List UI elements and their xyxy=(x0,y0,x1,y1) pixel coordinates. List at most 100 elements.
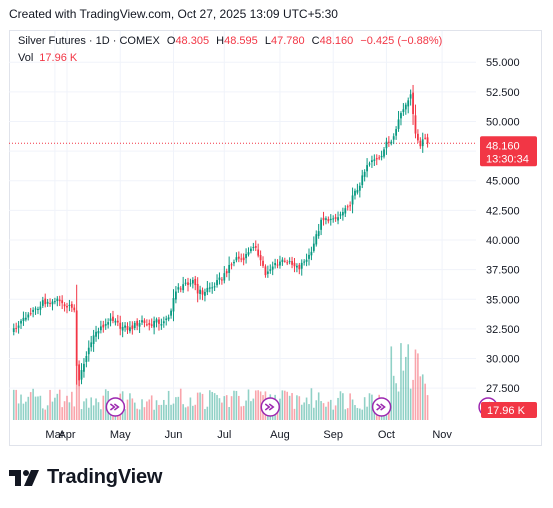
y-tick-label: 40.000 xyxy=(486,235,520,247)
candle-body xyxy=(83,363,85,372)
volume-bar xyxy=(281,390,284,420)
candle-body xyxy=(20,320,22,324)
volume-bar xyxy=(63,401,66,420)
candle-body xyxy=(39,306,42,310)
grid-lines xyxy=(9,31,476,420)
y-tick-label: 45.000 xyxy=(486,176,520,188)
candle-body xyxy=(371,160,373,163)
candle-body xyxy=(145,324,148,326)
candle-body xyxy=(80,370,83,380)
candle-body xyxy=(150,324,153,326)
candle-body xyxy=(189,283,192,285)
candle-body xyxy=(257,249,260,256)
candle-body xyxy=(395,129,398,136)
candle-body xyxy=(308,254,310,259)
volume-bar xyxy=(235,390,238,420)
candle-body xyxy=(99,326,102,331)
x-tick-label: Mar xyxy=(45,429,64,441)
volume-bar xyxy=(298,396,301,420)
candle-body xyxy=(177,287,180,290)
volume-bar xyxy=(129,393,131,420)
volume-bar xyxy=(417,353,419,420)
volume-bar xyxy=(163,399,165,420)
y-tick-label: 55.000 xyxy=(486,57,520,69)
candle-body xyxy=(228,264,231,273)
chart-legend: Silver Futures · 1D · COMEX O48.305 H48.… xyxy=(18,35,442,47)
volume-bar xyxy=(361,409,364,420)
candle-body xyxy=(303,261,306,263)
candle-body xyxy=(250,248,252,252)
candle-body xyxy=(15,327,18,329)
candle-body xyxy=(293,262,296,267)
volume-bar xyxy=(242,405,245,420)
candle-body xyxy=(412,92,414,115)
volume-bar xyxy=(95,398,97,420)
candle-body xyxy=(351,195,354,205)
candle-body xyxy=(225,271,228,274)
volume-bar xyxy=(104,389,107,420)
volume-bar xyxy=(286,391,289,420)
volume-bar xyxy=(66,395,68,420)
candle-body xyxy=(419,140,422,147)
candle-body xyxy=(153,320,156,328)
candle-body xyxy=(404,104,407,110)
candle-body xyxy=(44,298,47,305)
high-label: H xyxy=(216,35,225,47)
candle-body xyxy=(373,159,376,161)
dividend-event-icon[interactable] xyxy=(105,397,126,417)
candle-body xyxy=(208,287,211,289)
volume-bar xyxy=(87,407,90,420)
volume-bar xyxy=(136,408,138,420)
candle-body xyxy=(112,316,114,321)
volume-bar xyxy=(58,389,61,420)
y-tick-label: 27.500 xyxy=(486,383,520,395)
volume-bar xyxy=(346,408,349,420)
y-tick-label: 35.000 xyxy=(486,294,520,306)
volume-bar xyxy=(400,343,402,420)
x-tick-label: Jun xyxy=(165,429,183,441)
last-price-badge xyxy=(480,136,537,167)
volume-bar xyxy=(354,405,356,420)
volume-bar xyxy=(208,390,211,420)
volume-bars xyxy=(12,343,429,420)
candle-body xyxy=(129,327,131,332)
open-value: 48.305 xyxy=(175,35,210,47)
volume-bar xyxy=(73,406,76,420)
candle-body xyxy=(385,141,388,149)
candle-body xyxy=(54,301,56,303)
volume-bar xyxy=(46,405,49,420)
volume-bar xyxy=(196,392,199,420)
volume-bar xyxy=(22,403,25,420)
volume-bar xyxy=(395,383,397,420)
candle-body xyxy=(366,165,368,172)
volume-bar xyxy=(254,390,257,420)
dividend-event-icon[interactable] xyxy=(371,397,392,417)
candle-body xyxy=(237,256,240,259)
volume-bar xyxy=(402,370,405,420)
volume-bar xyxy=(204,409,206,420)
volume-bar xyxy=(257,390,259,420)
candle-body xyxy=(329,218,332,221)
candle-body xyxy=(160,324,163,326)
candle-body xyxy=(32,309,35,312)
candle-body xyxy=(34,308,37,310)
volume-label: Vol xyxy=(18,52,34,64)
volume-legend: Vol 17.96 K xyxy=(18,52,77,64)
candle-body xyxy=(85,356,88,362)
candle-body xyxy=(172,298,175,312)
volume-bar xyxy=(71,391,73,420)
volume-bar xyxy=(351,399,354,420)
volume-bar xyxy=(182,404,184,420)
candle-body xyxy=(75,310,78,366)
candle-body xyxy=(262,260,264,266)
tradingview-logo[interactable]: TradingView xyxy=(9,466,162,489)
candle-body xyxy=(95,331,97,337)
candle-body xyxy=(66,305,68,308)
candle-body xyxy=(158,319,160,324)
dividend-event-icon[interactable] xyxy=(260,397,281,417)
volume-bar xyxy=(20,394,22,420)
volume-bar xyxy=(201,393,204,420)
candle-body xyxy=(283,260,286,262)
candle-body xyxy=(220,279,223,281)
